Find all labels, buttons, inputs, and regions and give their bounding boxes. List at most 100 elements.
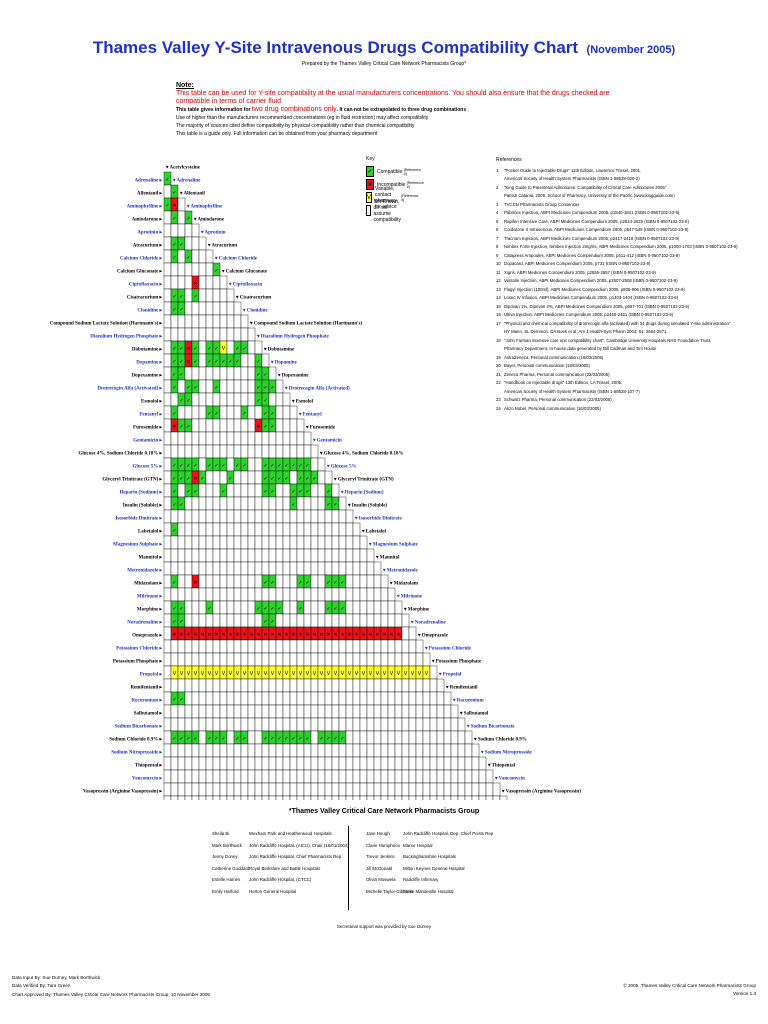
member-row: Catherine GoddardRoyal Berkshire and Bat…: [212, 863, 349, 875]
reference-number: 16: [496, 312, 501, 317]
matrix-cell: [233, 509, 242, 524]
matrix-cell: [324, 795, 333, 800]
matrix-cell-mark: ✕: [312, 632, 316, 638]
reference-text: "John Farman intensive care unit compati…: [504, 337, 711, 343]
matrix-cell: [303, 509, 312, 524]
matrix-cell-mark: ✓: [263, 424, 267, 430]
diagonal-label: ▾ Potassium Phosphate: [431, 660, 482, 665]
matrix-cell: [331, 743, 340, 758]
matrix-cell-mark: V: [313, 671, 317, 677]
matrix-cell: [212, 769, 221, 784]
matrix-cell: [338, 678, 347, 693]
matrix-cell: [275, 496, 284, 511]
matrix-cell: [373, 561, 382, 576]
matrix-cell-mark: ✓: [298, 580, 302, 586]
matrix-cell: [436, 730, 445, 745]
matrix-cell: [275, 613, 284, 628]
matrix-cell: [219, 509, 228, 524]
matrix-cell: [303, 704, 312, 719]
matrix-cell: [198, 379, 207, 394]
matrix-cell: [170, 223, 179, 238]
matrix-cell-mark: ✕: [326, 632, 330, 638]
matrix-cell: [198, 548, 207, 563]
matrix-cell: [191, 704, 200, 719]
matrix-cell: [317, 483, 326, 498]
matrix-cell: [303, 652, 312, 667]
matrix-cell-mark: ✓: [179, 372, 183, 378]
matrix-cell: [191, 691, 200, 706]
reference-text: Schwarz Pharma, Personal communication (…: [504, 397, 612, 402]
matrix-cell-mark: ✓: [235, 736, 239, 742]
matrix-cell: [254, 795, 263, 800]
matrix-cell: [226, 691, 235, 706]
diagonal-label: ▾ Dobutamine: [263, 348, 295, 353]
matrix-cell: [282, 522, 291, 537]
matrix-cell: [324, 704, 333, 719]
matrix-cell: [247, 496, 256, 511]
matrix-cell: [366, 561, 375, 576]
group-title: *Thames Valley Critical Care Network Pha…: [288, 808, 480, 815]
matrix-cell: [408, 639, 417, 654]
matrix-cell: [317, 496, 326, 511]
matrix-cell: [247, 548, 256, 563]
matrix-cell: [352, 678, 361, 693]
matrix-cell: [345, 535, 354, 550]
matrix-cell: [261, 444, 270, 459]
matrix-cell: [296, 561, 305, 576]
key-item-compatible: ✓ Compatible [Reference #]: [366, 166, 422, 177]
matrix-cell: [282, 652, 291, 667]
matrix-cell: [219, 574, 228, 589]
reference-number: 7: [496, 235, 499, 241]
diagonal-label: ▾ Omeprazole: [417, 634, 449, 639]
matrix-cell: [359, 652, 368, 667]
member-name: Estelle Hames: [212, 877, 241, 883]
matrix-cell: [226, 288, 235, 303]
matrix-cell-mark: V: [243, 671, 247, 677]
row-label: Gentamicin ▸: [133, 439, 162, 444]
matrix-cell: [331, 652, 340, 667]
matrix-cell: [429, 704, 438, 719]
matrix-cell: [191, 431, 200, 446]
matrix-cell: [324, 691, 333, 706]
matrix-cell-mark: ✓: [242, 411, 246, 417]
matrix-cell-mark: ✕: [242, 632, 246, 638]
matrix-cell: [170, 769, 179, 784]
matrix-cell: [422, 717, 431, 732]
reference-number: 10: [496, 261, 501, 266]
matrix-cell: [331, 509, 340, 524]
matrix-cell: [198, 509, 207, 524]
matrix-cell: [163, 366, 172, 381]
row-label: Omeprazole ▸: [132, 634, 162, 639]
matrix-cell-mark: ✓: [277, 476, 281, 482]
matrix-cell: [219, 275, 228, 290]
matrix-cell: [310, 574, 319, 589]
matrix-cell: [233, 587, 242, 602]
reference-number: 8: [496, 244, 499, 249]
matrix-cell: [163, 431, 172, 446]
matrix-cell-mark: ✕: [214, 632, 218, 638]
matrix-cell: [254, 691, 263, 706]
reference-6: 6 Cordarone X Intravenous, ABPI Medicines…: [496, 226, 764, 235]
matrix-cell-mark: ✓: [207, 736, 211, 742]
reference-number: 23: [496, 397, 501, 402]
matrix-cell-mark: ✕: [249, 632, 253, 638]
matrix-cell: [457, 769, 466, 784]
matrix-cell: [240, 353, 249, 368]
matrix-cell: [443, 756, 452, 771]
matrix-cell-mark: ✓: [235, 463, 239, 469]
matrix-cell: [338, 535, 347, 550]
matrix-cell: [191, 327, 200, 342]
matrix-cell-mark: ✓: [256, 398, 260, 404]
matrix-cell-mark: ✓: [270, 463, 274, 469]
matrix-cell: [163, 405, 172, 420]
matrix-cell: [212, 418, 221, 433]
matrix-cell: [240, 561, 249, 576]
diagonal-label: ▾ Amiodarone: [193, 218, 225, 223]
matrix-cell: [310, 704, 319, 719]
matrix-cell: [233, 743, 242, 758]
matrix-cell: [422, 704, 431, 719]
matrix-cell: [268, 431, 277, 446]
matrix-cell: [233, 470, 242, 485]
matrix-cell: [212, 652, 221, 667]
matrix-cell: [212, 275, 221, 290]
